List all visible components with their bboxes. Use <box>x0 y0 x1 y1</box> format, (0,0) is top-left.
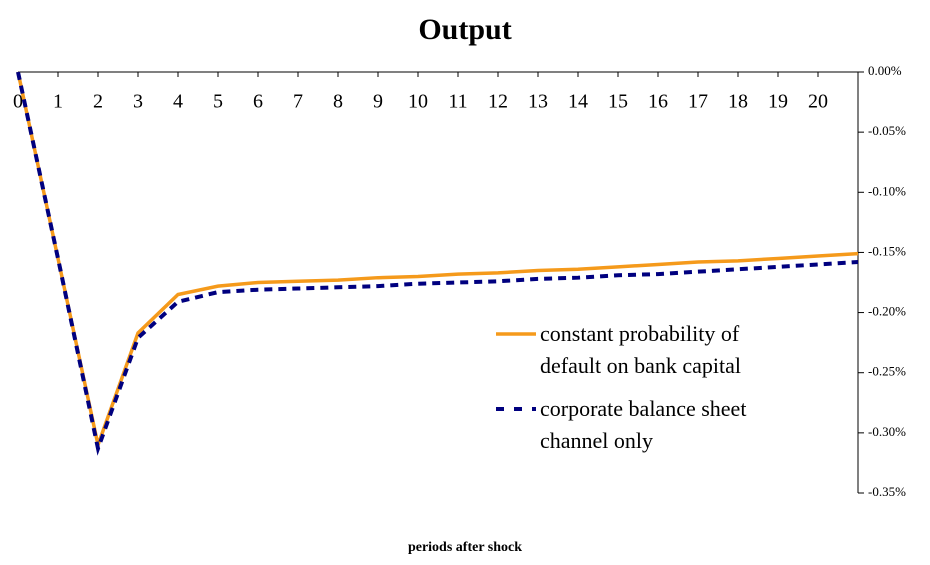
y-tick-label: -0.20% <box>868 304 906 319</box>
y-tick-label: -0.30% <box>868 424 906 439</box>
legend-label: corporate balance sheet channel only <box>540 396 747 453</box>
x-tick-label: 3 <box>133 91 143 113</box>
y-tick-label: -0.10% <box>868 183 906 198</box>
series-line <box>16 71 859 452</box>
y-tick-label: -0.05% <box>868 123 906 138</box>
x-tick-label: 16 <box>648 91 668 113</box>
x-tick-label: 13 <box>528 91 548 113</box>
y-tick-label: -0.25% <box>868 364 906 379</box>
x-tick-label: 14 <box>568 91 588 113</box>
x-tick-label: 15 <box>608 91 628 113</box>
x-tick-label: 20 <box>808 91 828 113</box>
legend-entry: corporate balance sheet channel only <box>494 393 810 457</box>
x-tick-label: 2 <box>93 91 103 113</box>
legend-entry: constant probability of default on bank … <box>494 318 790 382</box>
x-tick-label: 1 <box>53 91 63 113</box>
x-tick-label: 18 <box>728 91 748 113</box>
x-tick-label: 8 <box>333 91 343 113</box>
y-tick-label: -0.15% <box>868 243 906 258</box>
legend-swatch <box>496 332 536 336</box>
x-tick-label: 4 <box>173 91 183 113</box>
x-tick-label: 0 <box>13 91 23 113</box>
x-tick-label: 19 <box>768 91 788 113</box>
series-line <box>16 71 859 456</box>
x-tick-label: 9 <box>373 91 383 113</box>
x-tick-label: 7 <box>293 91 303 113</box>
x-axis-label: periods after shock <box>408 540 522 555</box>
x-tick-label: 17 <box>688 91 708 113</box>
legend-swatch <box>496 407 536 411</box>
x-tick-label: 11 <box>448 91 467 113</box>
chart-title: Output <box>418 13 511 46</box>
x-tick-label: 6 <box>253 91 263 113</box>
y-tick-label: 0.00% <box>868 63 902 78</box>
legend-label: constant probability of default on bank … <box>540 321 741 378</box>
y-tick-label: -0.35% <box>868 484 906 499</box>
x-tick-label: 12 <box>488 91 508 113</box>
x-tick-label: 5 <box>213 91 223 113</box>
x-tick-label: 10 <box>408 91 428 113</box>
